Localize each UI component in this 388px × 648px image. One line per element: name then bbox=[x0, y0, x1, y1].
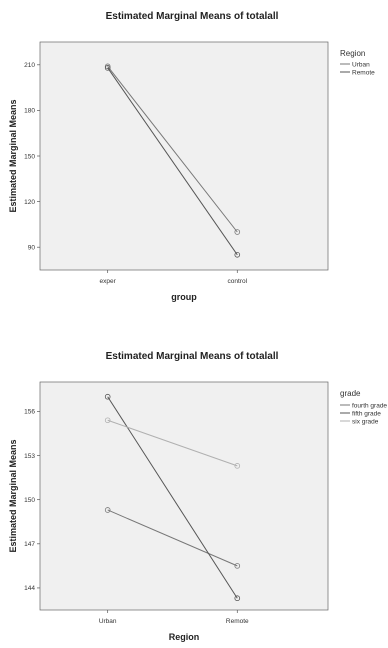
chart-2-title: Estimated Marginal Means of totalall bbox=[106, 351, 279, 362]
chart-1-y-tick-label: 150 bbox=[24, 153, 35, 160]
chart-1-y-axis: 90 120 150 180 210 bbox=[24, 62, 40, 252]
chart-1-legend: Region Urban Remote bbox=[340, 49, 375, 77]
chart-2-y-axis-title: Estimated Marginal Means bbox=[8, 439, 18, 552]
chart-2-data-point bbox=[104, 507, 111, 513]
chart-1-x-tick-label: exper bbox=[100, 278, 117, 285]
chart-1-legend-label: Remote bbox=[352, 70, 375, 77]
chart-2-y-tick-label: 153 bbox=[24, 453, 35, 460]
chart-2-legend-items: fourth grade fifth grade six grade bbox=[340, 403, 387, 426]
chart-2-series-line bbox=[107, 396, 238, 599]
chart-2-series-line bbox=[107, 419, 238, 467]
chart-2-data-point bbox=[234, 595, 241, 602]
chart-1-plot-area bbox=[39, 41, 329, 271]
chart-2-legend-label: fourth grade bbox=[352, 403, 387, 410]
chart-1-data-point bbox=[104, 63, 111, 70]
chart-1-series-layer bbox=[104, 63, 241, 258]
chart-2-legend: grade fourth grade fifth grade six grade bbox=[340, 389, 387, 426]
chart-1-series-line bbox=[107, 66, 238, 233]
chart-1-title: Estimated Marginal Means of totalall bbox=[106, 11, 279, 22]
chart-2-y-tick-label: 144 bbox=[24, 585, 35, 592]
chart-1-x-axis-title: group bbox=[171, 292, 197, 302]
chart-2-y-tick-label: 147 bbox=[24, 541, 35, 548]
chart-1-y-tick-label: 180 bbox=[24, 108, 35, 115]
chart-1-data-point bbox=[104, 65, 111, 71]
chart-1: Estimated Marginal Means of totalall 90 … bbox=[8, 11, 375, 302]
chart-2-x-tick-label: Remote bbox=[226, 618, 249, 625]
chart-2-legend-label: six grade bbox=[352, 419, 379, 426]
chart-1-y-tick-label: 210 bbox=[24, 62, 35, 69]
chart-1-y-tick-label: 120 bbox=[24, 199, 35, 206]
chart-2-legend-label: fifth grade bbox=[352, 411, 381, 418]
chart-2-legend-title: grade bbox=[340, 389, 361, 398]
chart-2-data-point bbox=[104, 393, 111, 400]
chart-2-data-point bbox=[234, 463, 241, 469]
chart-1-legend-title: Region bbox=[340, 49, 365, 58]
chart-1-data-point bbox=[234, 229, 241, 235]
chart-1-legend-items: Urban Remote bbox=[340, 62, 375, 77]
chart-1-y-tick-label: 90 bbox=[28, 245, 36, 252]
chart-1-y-axis-title: Estimated Marginal Means bbox=[8, 99, 18, 212]
chart-2-data-point bbox=[104, 417, 111, 424]
chart-2-y-tick-label: 156 bbox=[24, 409, 35, 416]
chart-1-x-axis: exper control bbox=[100, 270, 248, 285]
chart-2-x-axis-title: Region bbox=[169, 632, 200, 642]
chart-1-data-point bbox=[234, 252, 241, 258]
chart-1-x-tick-label: control bbox=[228, 278, 248, 285]
chart-2-x-axis: Urban Remote bbox=[99, 610, 249, 625]
chart-2-series-layer bbox=[104, 393, 241, 602]
chart-2-x-tick-label: Urban bbox=[99, 618, 117, 625]
chart-1-legend-label: Urban bbox=[352, 62, 370, 69]
chart-2-data-point bbox=[234, 563, 241, 569]
chart-2: Estimated Marginal Means of totalall 144… bbox=[8, 351, 387, 642]
chart-2-series-line bbox=[107, 509, 238, 567]
chart-1-series-line bbox=[107, 67, 238, 256]
chart-2-y-axis: 144 147 150 153 156 bbox=[24, 409, 40, 592]
chart-2-y-tick-label: 150 bbox=[24, 497, 35, 504]
chart-2-plot-area bbox=[39, 381, 329, 611]
